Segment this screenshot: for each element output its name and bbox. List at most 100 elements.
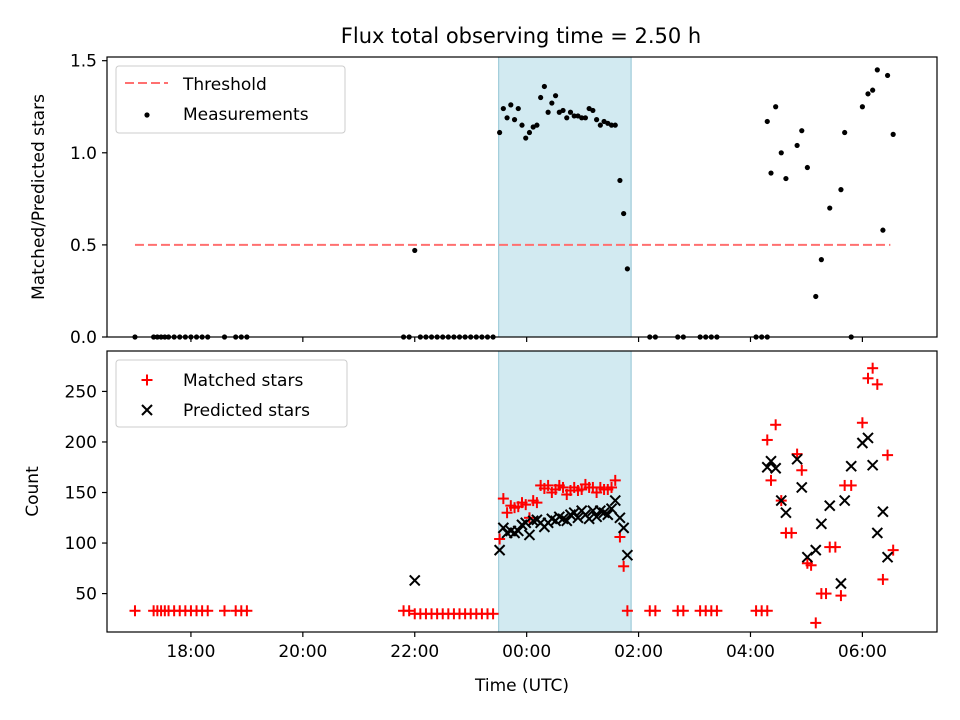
- legend-predicted-swatch: [141, 404, 153, 416]
- measurement-point: [597, 122, 603, 128]
- matched-star-point: [618, 560, 630, 572]
- y-tick-label: 150: [65, 484, 97, 504]
- predicted-star-point: [810, 544, 822, 556]
- count-x-ticks: 18:00 20:00 22:00 00:00 02:00 04:00 06:00: [166, 632, 887, 662]
- x-stroke-b: [594, 504, 607, 517]
- predicted-star-point: [609, 494, 621, 507]
- measurement-point: [412, 247, 418, 254]
- matched-star-point: [796, 464, 808, 476]
- predicted-star-point: [871, 527, 884, 539]
- matched-star-point: [621, 605, 633, 617]
- predicted-star-point: [523, 529, 536, 541]
- x-stroke-b: [614, 512, 626, 524]
- predicted-star-point: [602, 509, 614, 521]
- x-stroke-b: [590, 511, 603, 523]
- matched-star-point: [520, 499, 532, 511]
- measurement-point: [778, 150, 784, 156]
- x-stroke-b: [602, 509, 614, 521]
- matched-star-point: [403, 605, 415, 617]
- predicted-star-point: [775, 494, 787, 507]
- matched-star-point: [835, 590, 847, 602]
- matched-star-point: [871, 378, 883, 390]
- x-stroke-b: [780, 507, 792, 519]
- predicted-star-point: [572, 512, 584, 524]
- measurement-point: [884, 72, 891, 79]
- y-tick-label: 0.5: [70, 236, 97, 256]
- predicted-star-point: [769, 462, 782, 474]
- y-tick-label: 250: [65, 382, 97, 402]
- predicted-star-point: [493, 544, 506, 556]
- measurement-point: [541, 83, 547, 90]
- x-tick-label: 00:00: [502, 642, 551, 662]
- x-stroke-b: [621, 549, 634, 561]
- matched-star-point: [557, 481, 569, 493]
- legend-matched-label: Matched stars: [183, 371, 303, 391]
- x-stroke-b: [796, 481, 808, 494]
- x-stroke-b: [765, 455, 777, 467]
- ratio-x-ticks: [190, 337, 863, 342]
- matched-star-point: [606, 481, 618, 493]
- predicted-star-point: [866, 459, 879, 471]
- x-stroke-b: [605, 502, 618, 515]
- x-stroke-b: [583, 513, 595, 525]
- predicted-star-point: [881, 551, 894, 563]
- y-tick-label: 100: [65, 534, 97, 554]
- measurement-point: [612, 122, 618, 128]
- measurement-point: [865, 91, 871, 97]
- measurement-point: [794, 142, 800, 149]
- matched-star-point: [845, 479, 857, 491]
- predicted-star-point: [617, 522, 630, 534]
- y-tick-label: 200: [65, 433, 97, 453]
- measurement-point: [504, 115, 510, 121]
- measurement-point: [515, 105, 521, 112]
- x-stroke-b: [881, 551, 894, 563]
- x-stroke-b: [598, 507, 610, 519]
- x-stroke-b: [769, 462, 782, 474]
- matched-star-point: [497, 493, 509, 505]
- matched-star-point: [820, 588, 832, 600]
- ratio-panel: 0.0 0.5 1.0 1.5 Matched/Predicted stars Thr…: [29, 52, 938, 348]
- measurement-point: [804, 164, 810, 171]
- matched-star-point: [877, 573, 889, 585]
- count-panel: 50 100 150 200 250 18:00 20:00 22:00 00:00 02:00…: [23, 350, 938, 696]
- predicted-star-point: [796, 481, 808, 494]
- x-stroke-b: [523, 529, 536, 541]
- measurement-point: [890, 131, 896, 137]
- observing-window-shade-bottom: [498, 350, 632, 633]
- measurement-point: [827, 205, 833, 211]
- matched-star-point: [494, 533, 506, 545]
- measurement-point: [582, 115, 589, 121]
- measurement-point: [590, 107, 596, 114]
- predicted-star-point: [877, 506, 889, 518]
- legend-matched-swatch: [141, 374, 153, 386]
- matched-star-point: [202, 605, 214, 617]
- measurement-point: [571, 113, 577, 119]
- measurement-point: [838, 187, 844, 193]
- x-stroke-b: [824, 499, 836, 512]
- count-y-axis-label: Count: [23, 466, 43, 517]
- predicted-star-point: [815, 518, 828, 530]
- measurement-point: [621, 210, 627, 217]
- matched-star-point: [677, 605, 689, 617]
- x-stroke-b: [572, 512, 584, 524]
- predicted-star-point: [765, 455, 777, 467]
- predicted-star-point: [590, 511, 603, 523]
- predicted-star-point: [791, 453, 803, 465]
- x-stroke-b: [775, 494, 787, 507]
- matched-star-point: [129, 605, 141, 617]
- measurement-point: [511, 117, 518, 123]
- matched-star-point: [761, 605, 773, 617]
- measurement-point: [617, 177, 623, 184]
- x-stroke-b: [791, 453, 803, 465]
- x-stroke-b: [866, 459, 879, 471]
- legend-x-marker: [141, 404, 153, 416]
- matched-star-point: [770, 419, 782, 431]
- predicted-star-point: [621, 549, 634, 561]
- x-stroke-b: [546, 513, 558, 525]
- predicted-star-point: [409, 574, 421, 587]
- matched-star-point: [219, 605, 231, 617]
- matched-star-point: [649, 605, 661, 617]
- predicted-star-point: [838, 494, 851, 507]
- x-stroke-b: [141, 404, 153, 416]
- x-stroke-b: [493, 544, 506, 556]
